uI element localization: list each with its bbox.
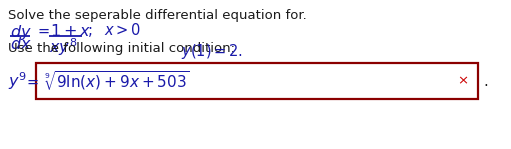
Text: $;\ \ x>0$: $;\ \ x>0$ bbox=[87, 21, 141, 39]
Text: .: . bbox=[483, 73, 488, 89]
Text: $xy^8$: $xy^8$ bbox=[49, 36, 77, 58]
Text: $dy$: $dy$ bbox=[10, 23, 32, 42]
Text: $\sqrt[9]{9\ln(x)+9x+503}$: $\sqrt[9]{9\ln(x)+9x+503}$ bbox=[44, 69, 190, 93]
Text: Use the following initial condition:: Use the following initial condition: bbox=[8, 42, 239, 55]
Text: $dx$: $dx$ bbox=[10, 36, 32, 52]
FancyBboxPatch shape bbox=[36, 63, 478, 99]
Text: $=$: $=$ bbox=[35, 22, 51, 38]
Text: $\times$: $\times$ bbox=[457, 74, 469, 87]
Text: $y(1)=2.$: $y(1)=2.$ bbox=[181, 42, 243, 61]
Text: Solve the seperable differential equation for.: Solve the seperable differential equatio… bbox=[8, 9, 307, 22]
Text: $y^9$: $y^9$ bbox=[8, 70, 27, 92]
Text: $=$: $=$ bbox=[24, 73, 39, 89]
Text: $1+x$: $1+x$ bbox=[50, 23, 91, 39]
